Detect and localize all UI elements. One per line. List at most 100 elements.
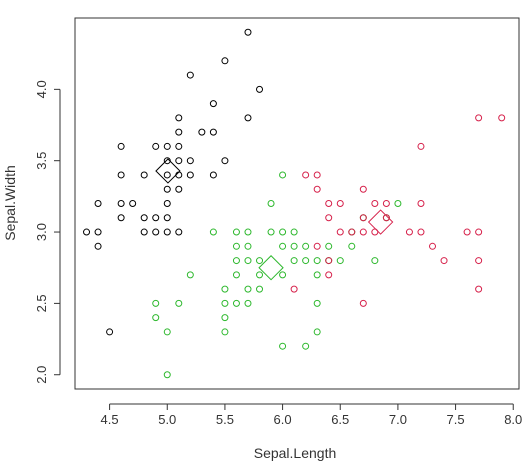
cluster-2-point — [290, 228, 298, 236]
cluster-1-point — [186, 71, 194, 79]
cluster-1-point — [140, 214, 148, 222]
cluster-1-point — [244, 28, 252, 36]
cluster-3-point — [475, 285, 483, 293]
cluster-3-point — [405, 228, 413, 236]
cluster-2-point — [279, 228, 287, 236]
cluster-2-point — [221, 328, 229, 336]
cluster-1-point — [117, 171, 125, 179]
cluster-3-point — [417, 142, 425, 150]
cluster-2-point — [152, 314, 160, 322]
cluster-2-point — [244, 242, 252, 250]
plot-frame — [74, 17, 520, 390]
cluster-3-centroid — [367, 209, 394, 235]
cluster-2-point — [267, 200, 275, 207]
cluster-3-point — [302, 171, 310, 179]
y-tick-label: 2.0 — [34, 366, 49, 384]
cluster-2-point — [302, 257, 310, 265]
cluster-3-point — [348, 228, 356, 236]
cluster-1-point — [163, 185, 171, 193]
cluster-1-point — [198, 128, 206, 136]
cluster-2-point — [336, 257, 344, 265]
cluster-2-point — [232, 299, 240, 307]
cluster-1-point — [152, 228, 160, 236]
cluster-1-point — [209, 171, 217, 179]
cluster-centroids — [155, 158, 394, 281]
cluster-3-point — [359, 299, 367, 307]
cluster-1-point — [175, 114, 183, 122]
cluster-3-point — [475, 228, 483, 236]
cluster-3-point — [359, 228, 367, 236]
cluster-3-point — [498, 114, 506, 122]
cluster-3-point — [382, 214, 390, 222]
cluster-1-point — [186, 157, 194, 165]
y-tick-label: 4.0 — [34, 80, 49, 98]
x-axis: 4.5 5.0 5.5 6.0 6.5 7.0 7.5 8.0 — [101, 403, 522, 427]
cluster-1-point — [209, 128, 217, 136]
cluster-1-point — [163, 214, 171, 222]
cluster-2-point — [313, 299, 321, 307]
x-tick-label: 5.5 — [216, 412, 234, 427]
cluster-3-point — [313, 185, 321, 193]
cluster-1-point — [175, 171, 183, 179]
cluster-2-point — [256, 257, 264, 265]
cluster-2-point — [325, 242, 333, 250]
cluster-2-point — [221, 299, 229, 307]
x-tick-label: 6.0 — [274, 412, 292, 427]
cluster-3-point — [359, 214, 367, 222]
cluster-2-point — [221, 285, 229, 293]
cluster-1-point — [117, 200, 125, 207]
cluster-1-point — [209, 100, 217, 108]
cluster-1-point — [94, 228, 102, 236]
cluster-1-point — [163, 200, 171, 207]
cluster-2-point — [232, 228, 240, 236]
cluster-1-point — [117, 142, 125, 150]
cluster-3-point — [290, 285, 298, 293]
cluster-3-point — [336, 228, 344, 236]
y-axis-label: Sepal.Width — [2, 165, 18, 240]
cluster-3-point — [463, 228, 471, 236]
cluster-1-point — [94, 200, 102, 207]
cluster-2-point — [244, 299, 252, 307]
cluster-1-point — [140, 171, 148, 179]
cluster-3-point — [325, 200, 333, 207]
cluster-2-point — [279, 342, 287, 350]
cluster-3-point — [325, 257, 333, 265]
data-points — [83, 28, 506, 379]
cluster-1-point — [163, 142, 171, 150]
cluster-2-point — [175, 299, 183, 307]
cluster-2-point — [290, 242, 298, 250]
cluster-3-point — [440, 257, 448, 265]
cluster-1-point — [221, 57, 229, 65]
cluster-3-point — [382, 200, 390, 207]
cluster-2-point — [313, 328, 321, 336]
cluster-1-point — [152, 214, 160, 222]
y-axis: 2.0 2.5 3.0 3.5 4.0 — [34, 80, 61, 384]
cluster-3-point — [475, 257, 483, 265]
x-axis-label: Sepal.Length — [254, 445, 337, 461]
cluster-1-point — [83, 228, 91, 236]
cluster-1-point — [175, 128, 183, 136]
cluster-3-point — [313, 171, 321, 179]
cluster-1-point — [256, 85, 264, 93]
cluster-2-point — [221, 314, 229, 322]
cluster-2-point — [256, 271, 264, 279]
cluster-2-point — [348, 242, 356, 250]
cluster-1-point — [175, 228, 183, 236]
x-tick-label: 5.0 — [158, 412, 176, 427]
cluster-1-point — [175, 157, 183, 165]
cluster-1-centroid — [155, 158, 181, 184]
cluster-1-point — [163, 228, 171, 236]
cluster-3-point — [359, 185, 367, 193]
cluster-1-point — [175, 142, 183, 150]
cluster-3-point — [336, 200, 344, 207]
cluster-2-point — [232, 271, 240, 279]
cluster-2-point — [394, 200, 402, 207]
cluster-2-point — [267, 228, 275, 236]
cluster-2-point — [244, 228, 252, 236]
cluster-2-point — [163, 328, 171, 336]
cluster-2-point — [209, 228, 217, 236]
cluster-3-point — [429, 242, 437, 250]
cluster-3-point — [417, 228, 425, 236]
cluster-3-point — [417, 200, 425, 207]
